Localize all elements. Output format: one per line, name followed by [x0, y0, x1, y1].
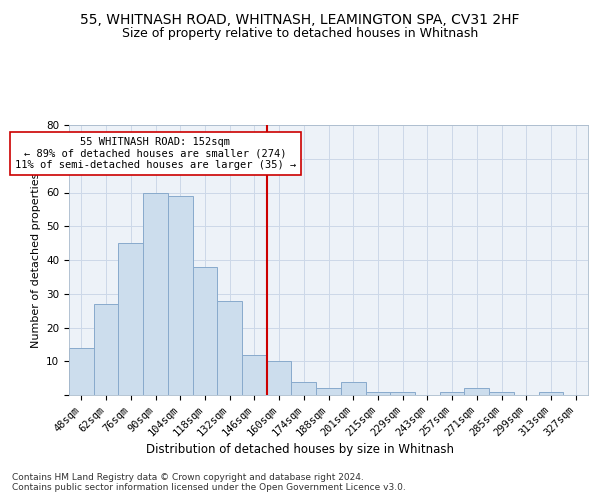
Bar [390, 392, 415, 395]
Bar [267, 361, 292, 395]
Text: 55, WHITNASH ROAD, WHITNASH, LEAMINGTON SPA, CV31 2HF: 55, WHITNASH ROAD, WHITNASH, LEAMINGTON … [80, 12, 520, 26]
Bar [217, 300, 242, 395]
Bar [242, 354, 267, 395]
Bar [365, 392, 390, 395]
Bar [143, 192, 168, 395]
Bar [464, 388, 489, 395]
Bar [168, 196, 193, 395]
Bar [341, 382, 365, 395]
Bar [69, 348, 94, 395]
Bar [489, 392, 514, 395]
Text: Distribution of detached houses by size in Whitnash: Distribution of detached houses by size … [146, 442, 454, 456]
Bar [539, 392, 563, 395]
Bar [118, 243, 143, 395]
Bar [292, 382, 316, 395]
Y-axis label: Number of detached properties: Number of detached properties [31, 172, 41, 348]
Text: 55 WHITNASH ROAD: 152sqm
← 89% of detached houses are smaller (274)
11% of semi-: 55 WHITNASH ROAD: 152sqm ← 89% of detach… [15, 137, 296, 170]
Bar [440, 392, 464, 395]
Text: Contains HM Land Registry data © Crown copyright and database right 2024.
Contai: Contains HM Land Registry data © Crown c… [12, 472, 406, 492]
Bar [316, 388, 341, 395]
Bar [94, 304, 118, 395]
Bar [193, 267, 217, 395]
Text: Size of property relative to detached houses in Whitnash: Size of property relative to detached ho… [122, 28, 478, 40]
